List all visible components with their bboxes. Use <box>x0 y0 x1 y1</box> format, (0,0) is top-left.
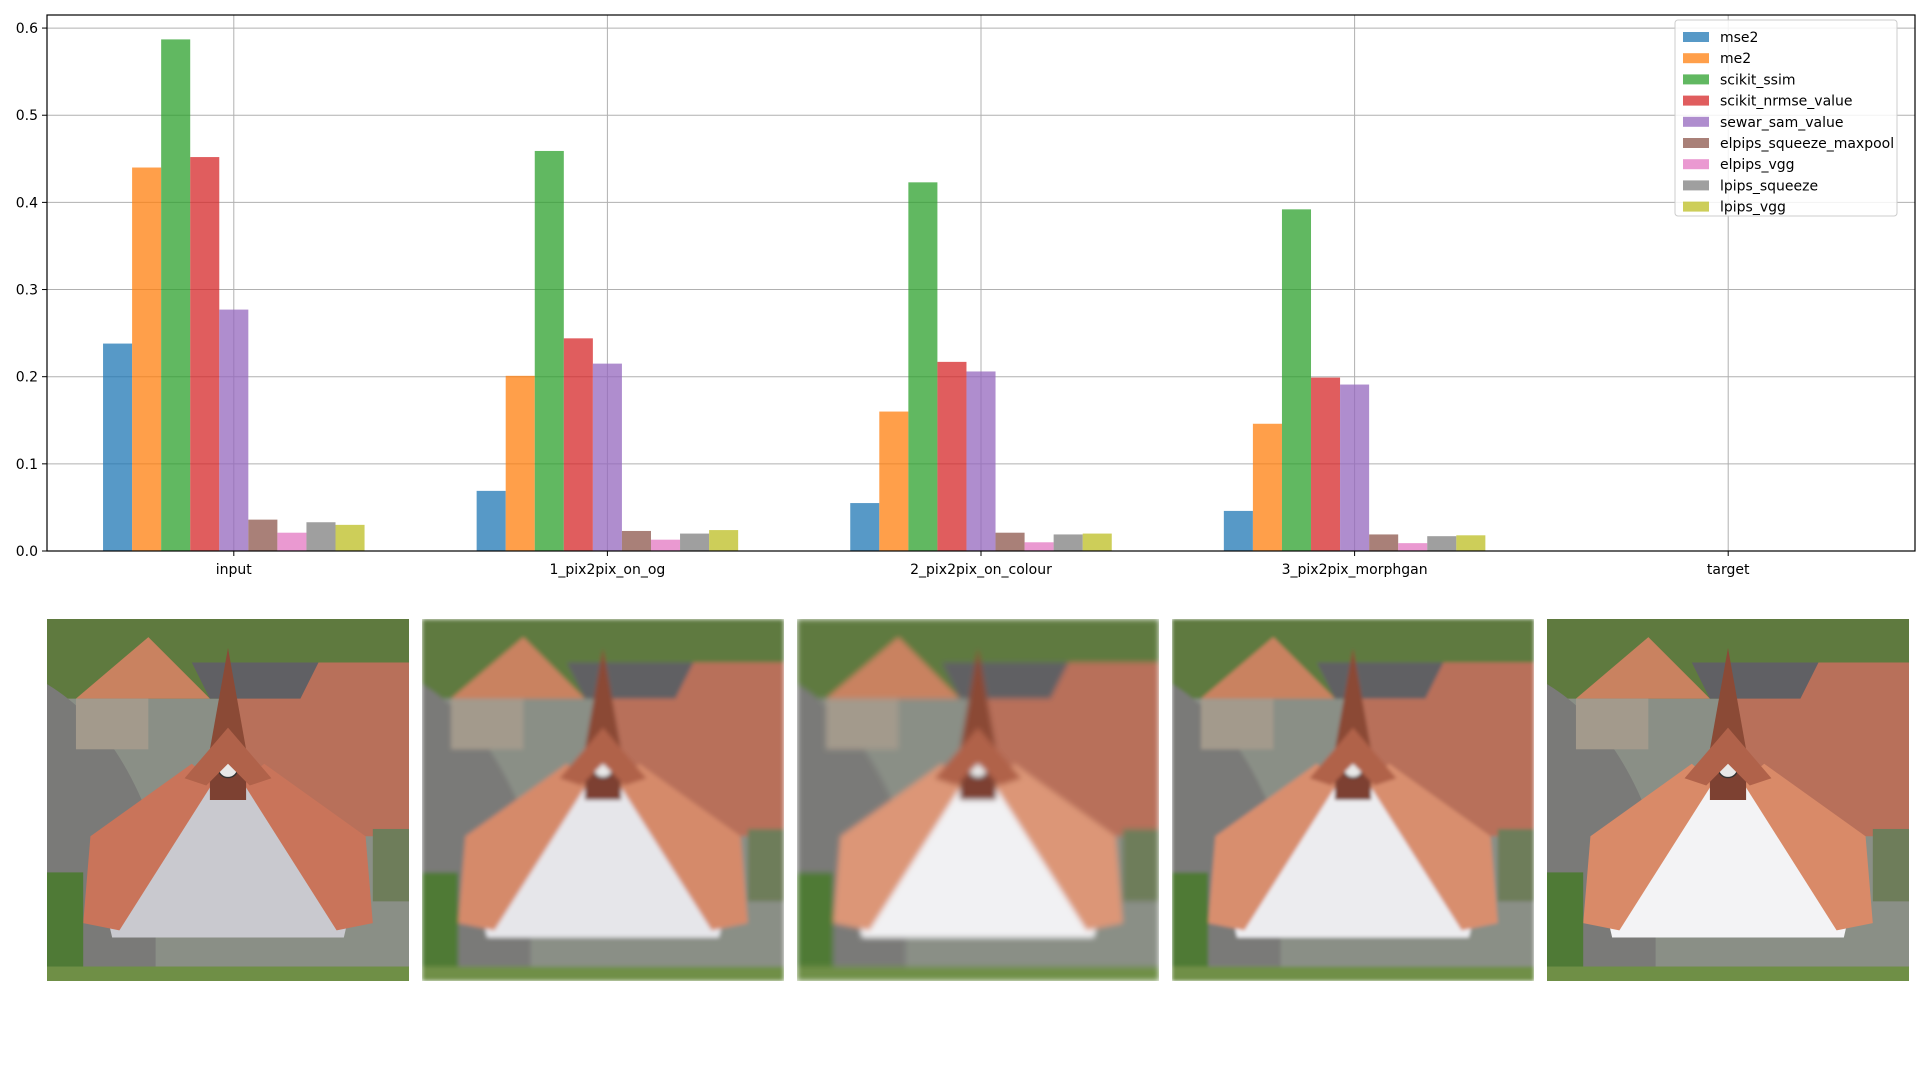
legend-label-elpips_vgg: elpips_vgg <box>1720 157 1795 173</box>
bar-me2-1 <box>505 375 535 551</box>
legend-label-lpips_vgg: lpips_vgg <box>1720 200 1786 216</box>
bar-scikit_ssim-2 <box>908 182 938 551</box>
bar-elpips_vgg-0 <box>277 532 307 551</box>
bar-sewar_sam_value-3 <box>1340 384 1370 551</box>
y-tick-label: 0.5 <box>16 108 38 124</box>
bar-mse2-1 <box>476 490 506 551</box>
input-image <box>47 619 409 981</box>
x-tick-label-3: 3_pix2pix_morphgan <box>1282 562 1428 578</box>
bar-lpips_squeeze-1 <box>680 533 710 551</box>
bar-me2-3 <box>1252 423 1282 551</box>
x-tick-label-1: 1_pix2pix_on_og <box>549 562 665 578</box>
y-tick-label: 0.3 <box>16 283 38 299</box>
bar-lpips_vgg-0 <box>335 524 365 551</box>
bar-elpips_squeeze_maxpool-0 <box>248 519 278 551</box>
pix2pix-og-image <box>422 619 784 981</box>
legend-swatch-elpips_vgg <box>1683 159 1709 170</box>
legend-swatch-scikit_ssim <box>1683 74 1709 85</box>
x-tick-label-4: target <box>1707 562 1750 578</box>
bar-elpips_squeeze_maxpool-3 <box>1369 534 1399 551</box>
bar-scikit_nrmse_value-3 <box>1311 377 1341 551</box>
pix2pix-colour-image <box>797 619 1159 981</box>
bar-lpips_vgg-1 <box>709 530 739 551</box>
legend-label-mse2: mse2 <box>1720 30 1758 46</box>
bar-lpips_squeeze-0 <box>306 522 336 551</box>
legend-swatch-lpips_squeeze <box>1683 180 1709 191</box>
y-axis: 0.0 0.1 0.2 0.3 0.4 0.5 0.6 <box>16 21 47 560</box>
legend-swatch-lpips_vgg <box>1683 201 1709 212</box>
legend-box <box>1674 19 1898 217</box>
x-tick-label-2: 2_pix2pix_on_colour <box>910 562 1052 578</box>
bar-sewar_sam_value-1 <box>592 363 622 551</box>
pix2pix-morphgan-image <box>1172 619 1534 981</box>
x-tick-label-0: input <box>216 562 253 578</box>
legend-swatch-me2 <box>1683 53 1709 64</box>
y-tick-label: 0.2 <box>16 370 38 386</box>
bar-lpips_squeeze-2 <box>1053 534 1083 551</box>
bar-mse2-0 <box>103 343 133 551</box>
bar-me2-0 <box>132 167 162 551</box>
legend-label-scikit_ssim: scikit_ssim <box>1720 72 1795 88</box>
bar-elpips_vgg-2 <box>1024 542 1054 551</box>
legend-swatch-elpips_squeeze_maxpool <box>1683 138 1709 148</box>
bar-elpips_squeeze_maxpool-2 <box>995 532 1025 551</box>
bar-lpips_squeeze-3 <box>1427 536 1457 551</box>
bar-sewar_sam_value-0 <box>219 309 249 551</box>
legend-swatch-scikit_nrmse_value <box>1683 95 1709 106</box>
bar-scikit_ssim-3 <box>1281 209 1312 551</box>
bar-scikit_ssim-0 <box>161 39 191 551</box>
bars <box>103 39 1486 552</box>
x-axis: input 1_pix2pix_on_og 2_pix2pix_on_colour 3… <box>216 551 1750 578</box>
bar-elpips_vgg-1 <box>650 539 681 551</box>
bar-mse2-2 <box>850 503 880 551</box>
bar-lpips_vgg-3 <box>1456 535 1486 551</box>
legend-label-lpips_squeeze: lpips_squeeze <box>1720 178 1818 194</box>
legend-label-me2: me2 <box>1720 51 1751 67</box>
bar-scikit_ssim-1 <box>534 150 564 551</box>
y-tick-label: 0.4 <box>16 195 38 211</box>
bar-scikit_nrmse_value-1 <box>563 338 593 551</box>
bar-scikit_nrmse_value-0 <box>190 157 220 552</box>
bar-elpips_vgg-3 <box>1398 543 1428 551</box>
legend-swatch-mse2 <box>1683 32 1709 42</box>
y-tick-label: 0.6 <box>16 21 38 37</box>
bar-mse2-3 <box>1223 510 1253 551</box>
y-tick-label: 0.1 <box>16 457 38 473</box>
legend-label-elpips_squeeze_maxpool: elpips_squeeze_maxpool <box>1720 136 1894 152</box>
metrics-bar-chart: 0.0 0.1 0.2 0.3 0.4 0.5 0.6 input 1_pix2pix_on_… <box>16 14 1916 578</box>
legend-swatch-sewar_sam_value <box>1683 116 1709 127</box>
bar-elpips_squeeze_maxpool-1 <box>621 530 651 551</box>
legend-label-scikit_nrmse_value: scikit_nrmse_value <box>1720 94 1853 110</box>
target-image <box>1547 619 1909 981</box>
bar-me2-2 <box>879 411 909 551</box>
legend: mse2 me2 scikit_ssim scikit_nrmse_valuesewa… <box>1674 19 1898 217</box>
bar-lpips_vgg-2 <box>1082 533 1112 551</box>
legend-label-sewar_sam_value: sewar_sam_value <box>1720 115 1843 131</box>
bar-scikit_nrmse_value-2 <box>937 361 967 551</box>
y-tick-label: 0.0 <box>16 544 38 560</box>
bar-sewar_sam_value-2 <box>966 371 996 551</box>
